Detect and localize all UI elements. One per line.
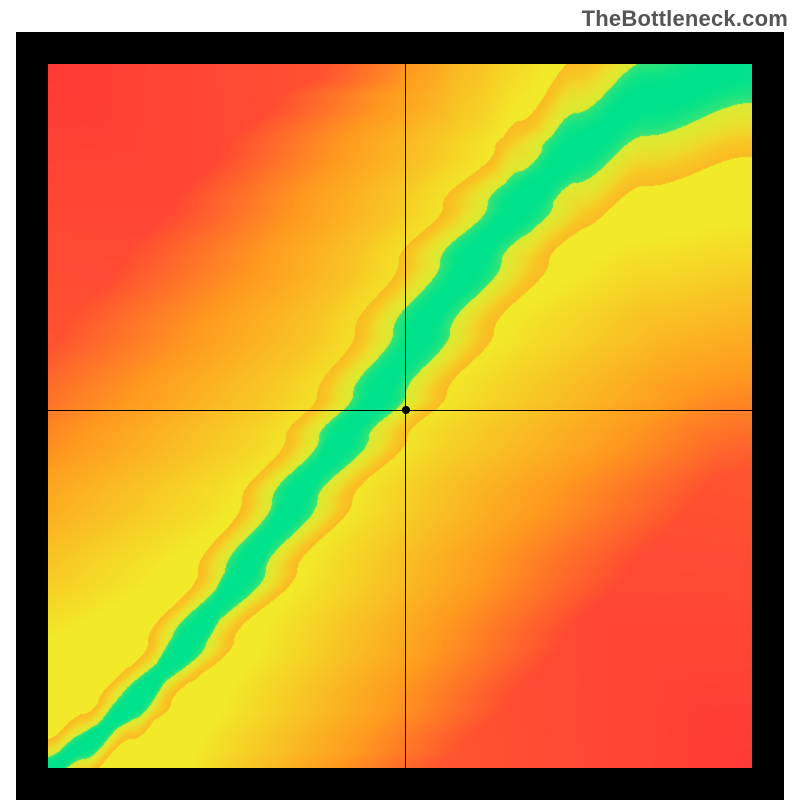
marker-point — [402, 406, 410, 414]
watermark-text: TheBottleneck.com — [582, 6, 788, 32]
crosshair-vertical — [405, 64, 406, 768]
heatmap-canvas — [48, 64, 752, 768]
plot-frame — [16, 32, 784, 800]
crosshair-horizontal — [48, 410, 752, 411]
chart-container: TheBottleneck.com — [0, 0, 800, 800]
